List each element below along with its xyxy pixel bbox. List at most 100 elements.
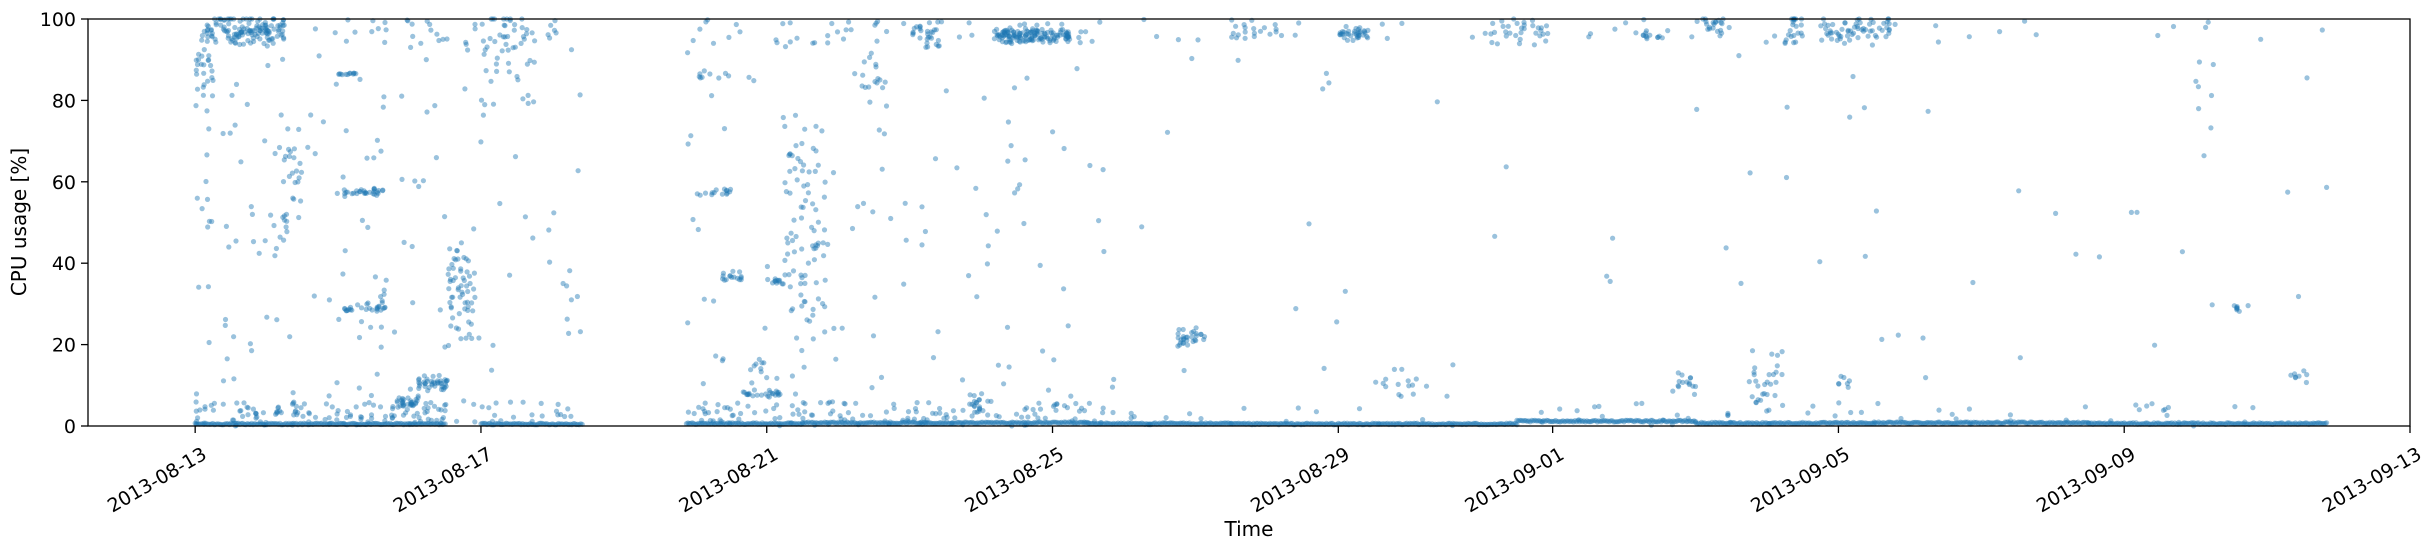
scatter-point <box>981 95 987 101</box>
scatter-point <box>1008 143 1014 149</box>
baseline-point <box>1759 419 1766 426</box>
baseline-point <box>2225 420 2231 426</box>
baseline-point <box>1889 419 1895 426</box>
cluster-point <box>447 276 454 282</box>
baseline-point <box>1372 420 1379 426</box>
scatter-point <box>442 408 448 414</box>
scatter-point <box>522 214 529 220</box>
cluster-point <box>401 403 407 409</box>
baseline-point <box>1867 420 1873 427</box>
scatter-point <box>199 33 205 39</box>
baseline-point <box>1169 420 1175 426</box>
baseline-point <box>813 420 819 426</box>
scatter-point <box>1098 420 1104 426</box>
baseline-point <box>536 420 542 427</box>
cluster-point <box>1002 27 1009 33</box>
scatter-point <box>1607 278 1613 284</box>
cluster-point <box>245 30 251 37</box>
baseline-point <box>2087 420 2093 426</box>
scatter-point <box>273 411 279 417</box>
scatter-point <box>1783 174 1790 181</box>
baseline-point <box>1797 420 1803 426</box>
cluster-point <box>263 30 269 36</box>
cluster-point <box>994 32 1000 38</box>
scatter-point <box>296 214 302 221</box>
baseline-point <box>1267 420 1273 426</box>
baseline-point <box>2017 419 2023 425</box>
cluster-point <box>1845 27 1851 33</box>
cluster-point <box>1787 28 1793 34</box>
baseline-point <box>2015 419 2022 425</box>
baseline-point <box>2066 420 2072 426</box>
cluster-point <box>531 59 537 65</box>
baseline-point <box>1371 421 1377 427</box>
scatter-point <box>2285 189 2291 195</box>
scatter-point <box>1725 410 1731 416</box>
baseline-point <box>1237 421 1243 427</box>
baseline-point <box>1182 421 1188 427</box>
scatter-point <box>1030 406 1036 413</box>
baseline-point <box>1916 419 1922 426</box>
scatter-point <box>995 362 1002 368</box>
baseline-point <box>2263 420 2269 427</box>
baseline-point <box>430 421 436 427</box>
cluster-point <box>462 306 468 312</box>
cluster-point <box>790 306 796 312</box>
baseline-point <box>2129 420 2135 427</box>
scatter-point <box>2008 418 2014 424</box>
scatter-point <box>1022 406 1028 413</box>
cluster-point <box>1003 31 1009 37</box>
cluster-point <box>1489 39 1495 46</box>
scatter-point <box>901 281 907 287</box>
baseline-point <box>850 420 856 426</box>
baseline-point <box>1950 420 1956 427</box>
cluster-point <box>336 71 342 77</box>
baseline-point <box>1743 420 1749 426</box>
cluster-point <box>469 300 475 306</box>
cluster-point <box>707 71 713 77</box>
cluster-point <box>1494 41 1500 47</box>
baseline-point <box>1774 421 1780 427</box>
scatter-point <box>220 378 227 384</box>
baseline-point <box>1204 421 1210 427</box>
baseline-point <box>1304 420 1310 426</box>
baseline-point <box>1602 417 1608 424</box>
baseline-point <box>1036 419 1042 425</box>
baseline-point <box>1532 417 1538 423</box>
cluster-point <box>234 32 240 38</box>
scatter-point <box>274 410 280 416</box>
scatter-point <box>699 417 705 423</box>
baseline-point <box>956 419 962 425</box>
baseline-point <box>1387 420 1393 427</box>
baseline-point <box>435 421 441 427</box>
baseline-point <box>210 420 216 427</box>
cluster-point <box>745 392 751 398</box>
cluster-point <box>721 277 728 283</box>
cluster-point <box>1854 23 1860 29</box>
baseline-point <box>753 420 759 426</box>
cluster-point <box>802 198 809 204</box>
cluster-point <box>468 321 474 327</box>
baseline-point <box>1524 418 1530 424</box>
baseline-point <box>277 420 283 426</box>
scatter-point <box>416 183 422 190</box>
scatter-point <box>787 39 793 45</box>
scatter-point <box>730 268 736 274</box>
cluster-point <box>1395 381 1401 387</box>
scatter-point <box>1050 129 1056 135</box>
baseline-point <box>2018 419 2025 425</box>
scatter-point <box>2136 407 2142 413</box>
baseline-point <box>1526 418 1532 424</box>
x-axis-ticks: 2013-08-13 2013-08-17 2013-08-21 2013-08-25… <box>104 426 2424 517</box>
baseline-point <box>1871 419 1877 425</box>
baseline-point <box>2233 421 2239 427</box>
baseline-point <box>1554 419 1560 425</box>
cluster-point <box>1782 39 1788 45</box>
baseline-point <box>1901 419 1907 425</box>
x-tick-label: 2013-09-05 <box>1747 443 1854 517</box>
scatter-point <box>209 218 215 225</box>
cluster-point <box>371 185 377 191</box>
baseline-point <box>1018 420 1024 426</box>
baseline-point <box>1794 420 1800 426</box>
cluster-point <box>769 390 775 396</box>
